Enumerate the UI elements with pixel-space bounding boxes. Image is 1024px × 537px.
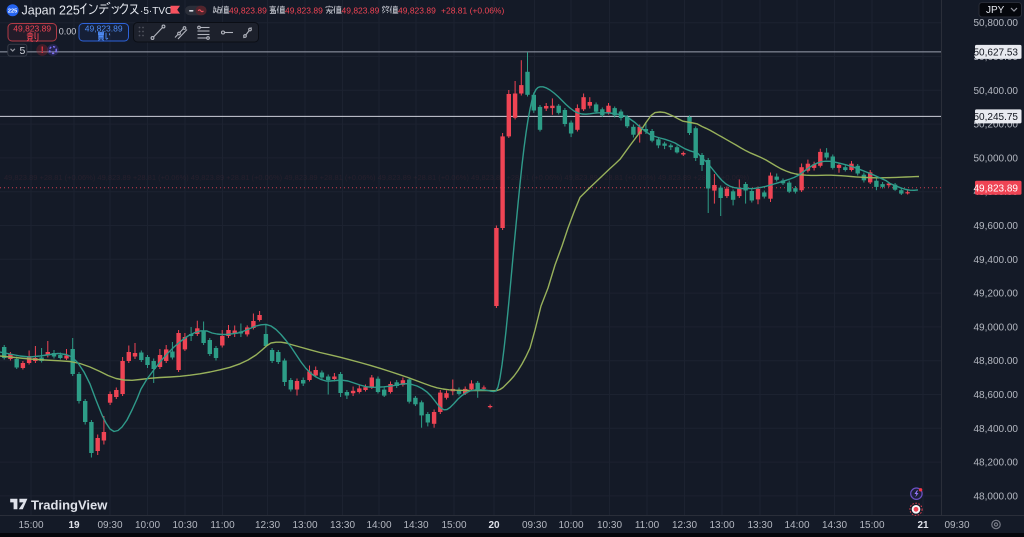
svg-text:50,400.00: 50,400.00 [974,86,1019,97]
svg-text:5: 5 [20,45,26,57]
svg-text:09:30: 09:30 [97,520,122,531]
svg-text:48,600.00: 48,600.00 [974,390,1019,401]
svg-text:20: 20 [488,520,500,531]
svg-text:49,823.89: 49,823.89 [974,183,1019,194]
svg-text:15:00: 15:00 [441,520,466,531]
svg-text:10:30: 10:30 [172,520,197,531]
svg-text:12:30: 12:30 [672,520,697,531]
svg-text:49,823.89: 49,823.89 [13,23,51,33]
svg-text:Japan 225: Japan 225 [22,3,80,17]
svg-text:14:00: 14:00 [366,520,391,531]
svg-text:14:30: 14:30 [822,520,847,531]
svg-text:14:30: 14:30 [403,520,428,531]
svg-text:12:30: 12:30 [255,520,280,531]
svg-text:49,823.89: 49,823.89 [398,5,436,15]
svg-text:48,200.00: 48,200.00 [974,458,1019,469]
svg-text:21: 21 [917,520,929,531]
svg-text:50,245.75: 50,245.75 [974,112,1019,123]
svg-text:10:00: 10:00 [135,520,160,531]
svg-text:10:30: 10:30 [597,520,622,531]
svg-text:TradingView: TradingView [31,498,108,513]
svg-text:0.00: 0.00 [59,27,77,37]
svg-text:48,800.00: 48,800.00 [974,356,1019,367]
svg-text:49,200.00: 49,200.00 [974,289,1019,300]
svg-text:13:30: 13:30 [747,520,772,531]
svg-text:225: 225 [8,8,17,14]
svg-text:49,400.00: 49,400.00 [974,255,1019,266]
svg-text:09:30: 09:30 [522,520,547,531]
svg-text:!: ! [41,45,44,55]
svg-text:49,823.89 +28.81 (+0.06%) 49: 49,823.89 +28.81 (+0.06%) 49,823.89 +28.… [4,173,750,182]
svg-text:50,200.00: 50,200.00 [974,120,1019,131]
svg-text:15:00: 15:00 [859,520,884,531]
svg-text:48,400.00: 48,400.00 [974,424,1019,435]
svg-text:50,000.00: 50,000.00 [974,153,1019,164]
svg-text:09:30: 09:30 [944,520,969,531]
svg-text:11:00: 11:00 [210,520,235,531]
svg-text:49,823.89: 49,823.89 [229,5,267,15]
svg-text:JPY: JPY [986,5,1005,16]
svg-text:49,823.89: 49,823.89 [285,5,323,15]
svg-text:+28.81 (+0.06%): +28.81 (+0.06%) [441,5,504,15]
svg-text:13:00: 13:00 [292,520,317,531]
svg-text:50,627.53: 50,627.53 [974,48,1019,59]
svg-text:15:00: 15:00 [18,520,43,531]
svg-text:13:30: 13:30 [330,520,355,531]
svg-text:49,600.00: 49,600.00 [974,221,1019,232]
svg-text:11:00: 11:00 [635,520,660,531]
svg-text:19: 19 [68,520,80,531]
svg-text:14:00: 14:00 [784,520,809,531]
svg-text:49,823.89: 49,823.89 [85,23,123,33]
svg-text:48,000.00: 48,000.00 [974,491,1019,502]
svg-text:49,823.89: 49,823.89 [342,5,380,15]
svg-text:13:00: 13:00 [709,520,734,531]
svg-text:49,000.00: 49,000.00 [974,322,1019,333]
svg-text:50,800.00: 50,800.00 [974,18,1019,29]
svg-text:10:00: 10:00 [558,520,583,531]
svg-text:·5·TVC: ·5·TVC [140,6,172,17]
